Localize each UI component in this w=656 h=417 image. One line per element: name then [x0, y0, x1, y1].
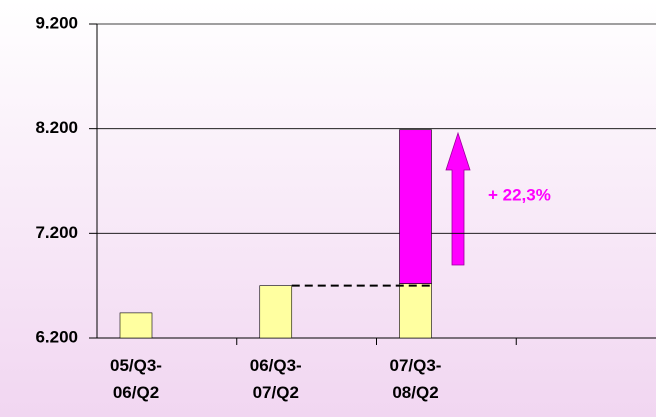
- increase-arrow: [445, 131, 471, 266]
- bar: [259, 285, 293, 339]
- annotation: + 22,3%: [488, 185, 551, 204]
- x-tick-label: 07/Q3- 08/Q2: [389, 356, 442, 402]
- y-tick-label: 6.200: [35, 327, 78, 346]
- x-tick-label: 06/Q3- 07/Q2: [249, 356, 302, 402]
- x-tick-label: 05/Q3- 06/Q2: [110, 356, 162, 402]
- y-tick-label: 9.200: [35, 13, 78, 32]
- y-tick-label: 7.200: [35, 223, 78, 242]
- y-tick-label: 8.200: [35, 118, 78, 137]
- bar: [399, 283, 432, 339]
- bar: [399, 129, 432, 284]
- bar: [119, 312, 153, 339]
